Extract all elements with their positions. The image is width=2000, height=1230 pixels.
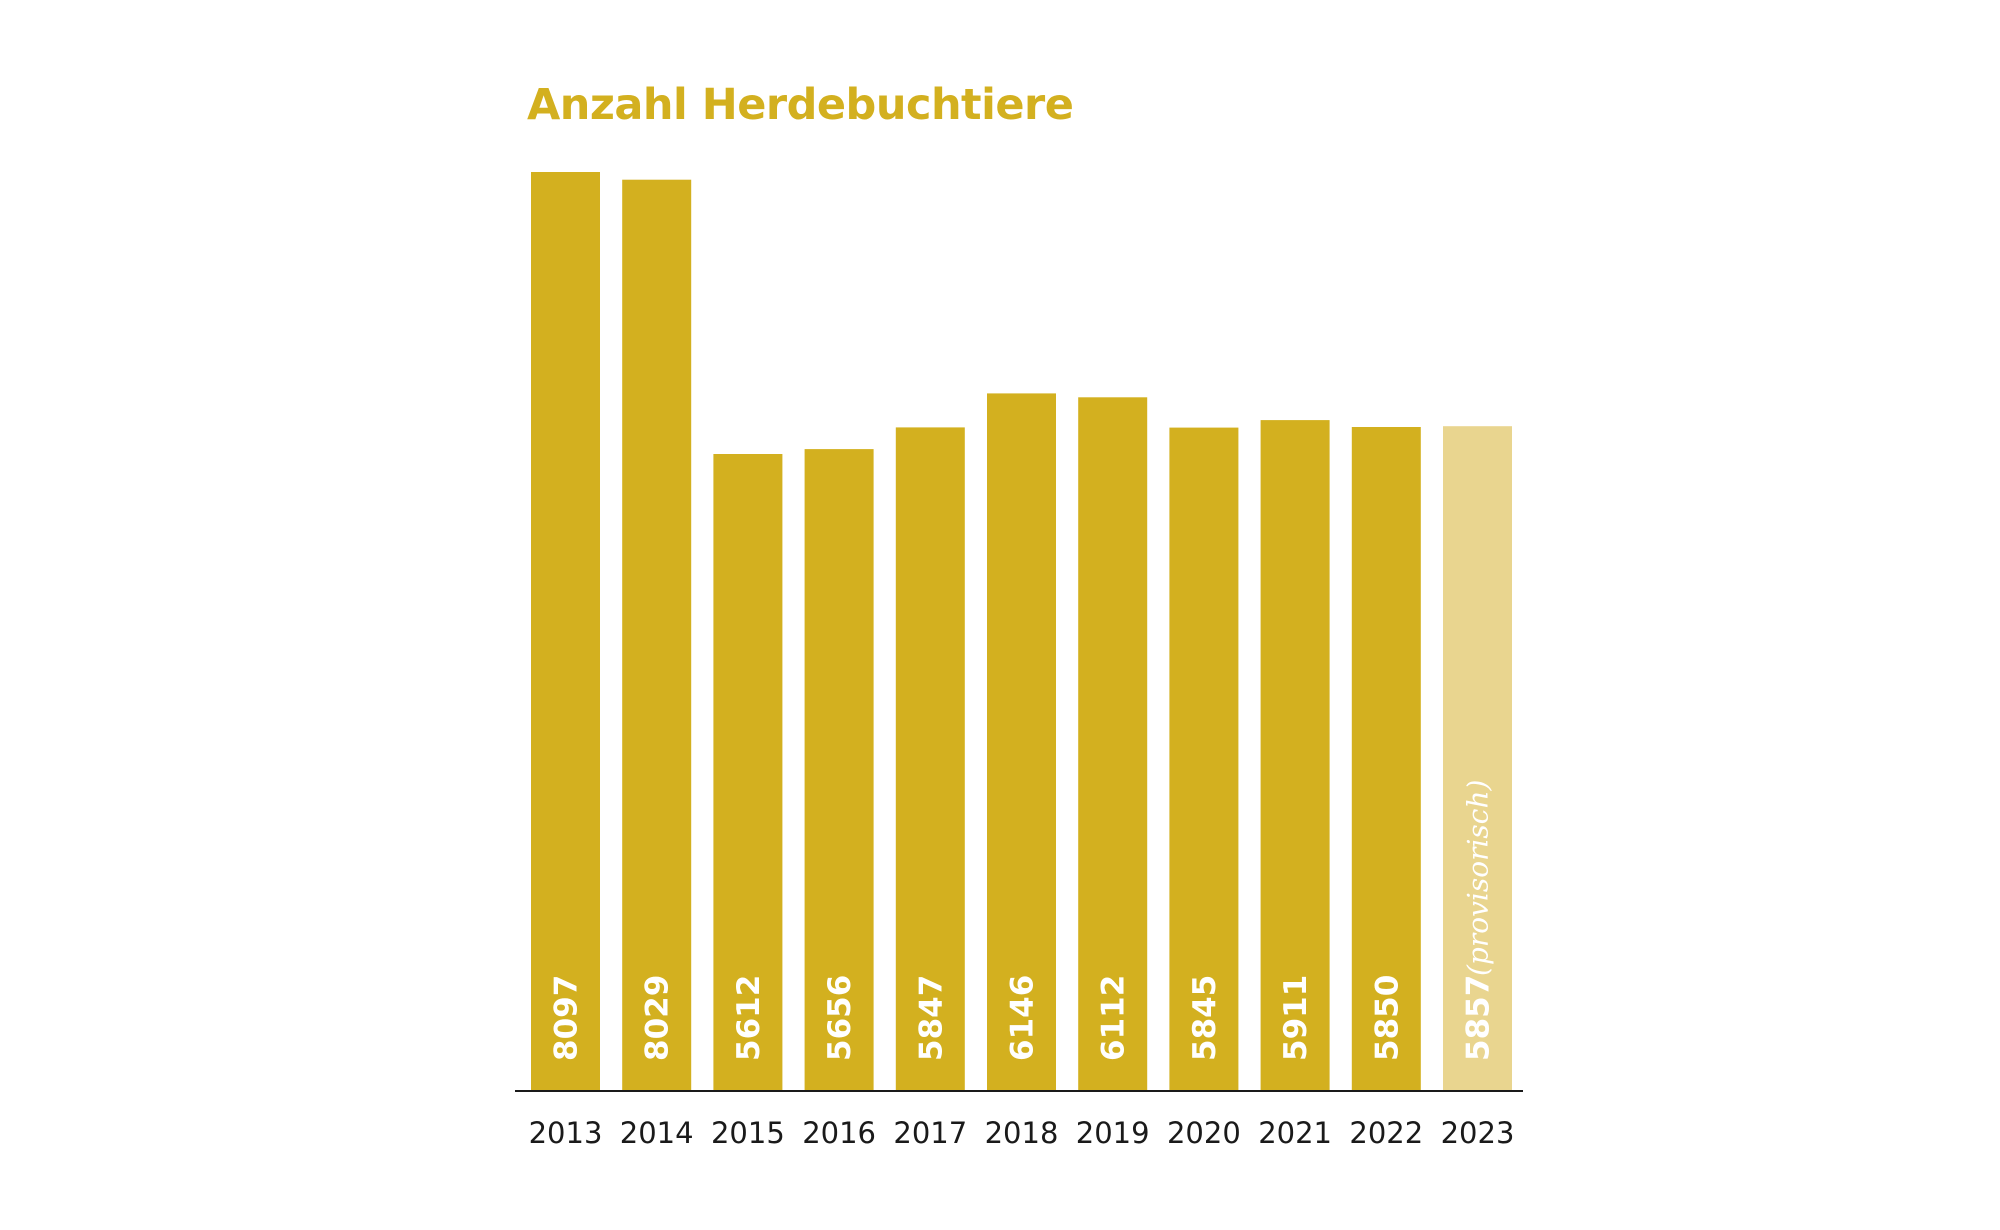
- x-tick-2018: 2018: [985, 1116, 1059, 1150]
- value-label-2013: 8097: [549, 975, 585, 1061]
- bar-2021: [1260, 420, 1330, 1092]
- x-tick-2023: 2023: [1441, 1116, 1515, 1150]
- value-label-2023: 5857: [1461, 975, 1497, 1061]
- x-tick-2015: 2015: [711, 1116, 785, 1150]
- x-tick-2021: 2021: [1258, 1116, 1332, 1150]
- bar-2013: [531, 172, 600, 1091]
- x-tick-2020: 2020: [1167, 1116, 1241, 1150]
- x-tick-2019: 2019: [1076, 1116, 1150, 1150]
- bar-2020: [1169, 427, 1239, 1092]
- bar-2022: [1351, 427, 1421, 1091]
- x-tick-2016: 2016: [802, 1116, 876, 1150]
- bar-2018: [987, 393, 1056, 1091]
- value-label-2019: 6112: [1096, 975, 1132, 1061]
- x-tick-2013: 2013: [529, 1116, 603, 1150]
- value-label-2021: 5911: [1278, 975, 1314, 1061]
- bar-2014: [622, 179, 692, 1091]
- value-label-2016: 5656: [822, 975, 858, 1061]
- x-tick-2017: 2017: [893, 1116, 967, 1150]
- value-label-2015: 5612: [731, 975, 767, 1061]
- value-label-2022: 5850: [1369, 975, 1405, 1061]
- bar-2016: [804, 449, 874, 1092]
- bar-2023: [1443, 426, 1512, 1091]
- provisional-note: (provisorisch): [1462, 780, 1495, 976]
- x-tick-2022: 2022: [1349, 1116, 1423, 1150]
- x-tick-labels-group: 2013 2014 2015 2016 2017 2018 2019 2020 2021 2022…: [529, 1116, 1515, 1150]
- value-label-2014: 8029: [640, 975, 676, 1061]
- bar-2015: [713, 454, 783, 1091]
- value-label-2018: 6146: [1005, 975, 1041, 1061]
- bar-2017: [895, 427, 965, 1091]
- chart-title: Anzahl Herdebuchtiere: [527, 80, 1074, 130]
- value-label-2017: 5847: [913, 975, 949, 1061]
- value-labels-group: 8097 8029 5612 5656 5847 6146 6112 5845 5911 5850…: [549, 780, 1497, 1061]
- value-label-2020: 5845: [1187, 975, 1223, 1061]
- bar-2019: [1078, 397, 1148, 1091]
- bars-group: [531, 172, 1512, 1092]
- x-tick-2014: 2014: [620, 1116, 694, 1150]
